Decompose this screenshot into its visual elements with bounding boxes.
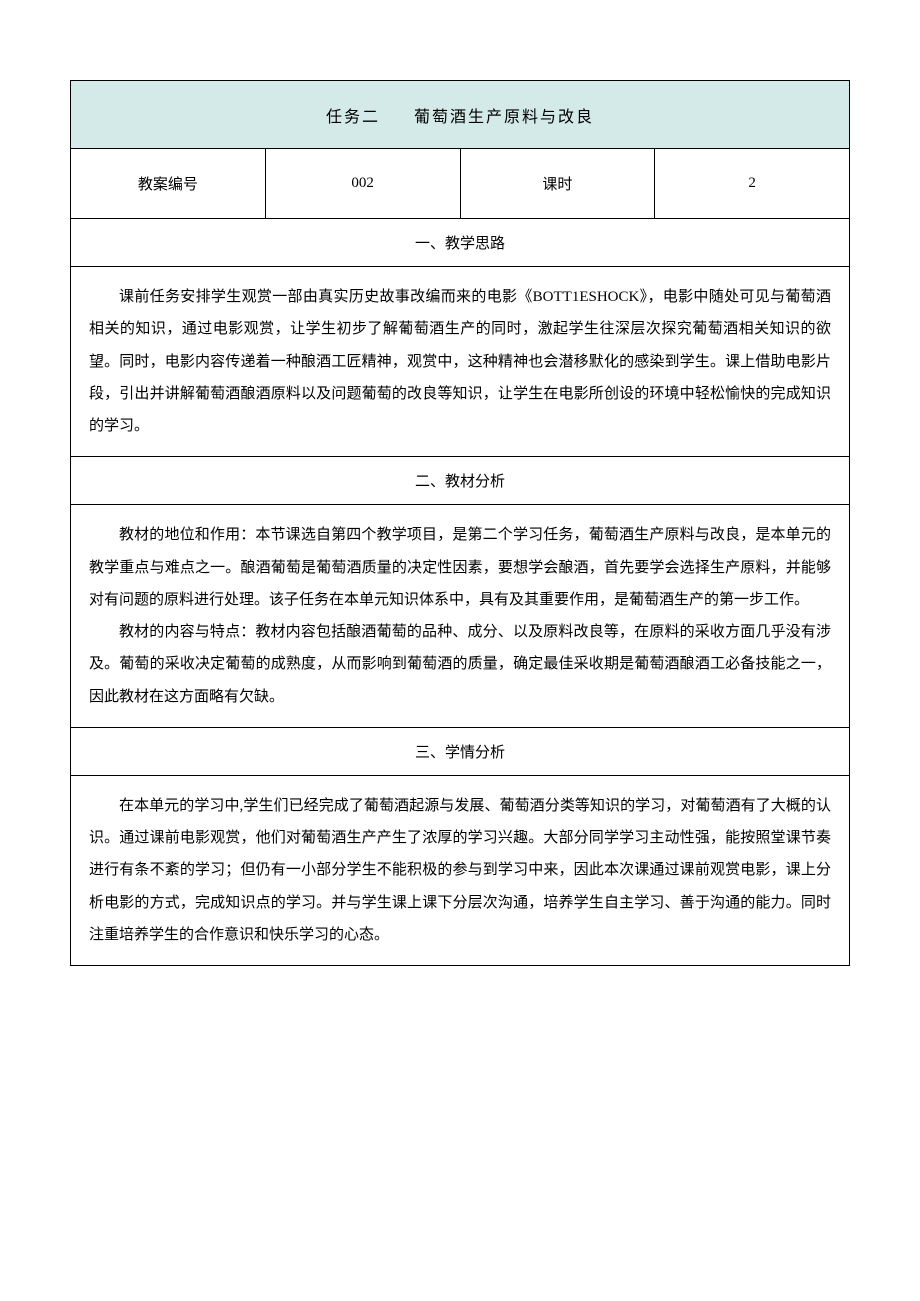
task-label: 任务二 bbox=[326, 103, 380, 127]
section-2-content-row: 教材的地位和作用：本节课选自第四个教学项目，是第二个学习任务，葡萄酒生产原料与改… bbox=[71, 505, 850, 728]
meta-row: 教案编号 002 课时 2 bbox=[71, 149, 850, 219]
section-3-header: 三、学情分析 bbox=[71, 727, 850, 775]
section-3-content: 在本单元的学习中,学生们已经完成了葡萄酒起源与发展、葡萄酒分类等知识的学习，对葡… bbox=[71, 775, 850, 965]
section-2-p2: 教材的内容与特点：教材内容包括酿酒葡萄的品种、成分、以及原料改良等，在原料的采收… bbox=[89, 616, 831, 713]
lesson-plan-table: 任务二 葡萄酒生产原料与改良 教案编号 002 课时 2 一、教学思路 课前任务… bbox=[70, 80, 850, 966]
section-1-header: 一、教学思路 bbox=[71, 219, 850, 267]
section-2-content: 教材的地位和作用：本节课选自第四个教学项目，是第二个学习任务，葡萄酒生产原料与改… bbox=[71, 505, 850, 728]
plan-id-value: 002 bbox=[265, 149, 460, 219]
section-3-content-row: 在本单元的学习中,学生们已经完成了葡萄酒起源与发展、葡萄酒分类等知识的学习，对葡… bbox=[71, 775, 850, 965]
hours-value: 2 bbox=[655, 149, 850, 219]
title-row: 任务二 葡萄酒生产原料与改良 bbox=[71, 81, 850, 149]
section-1-content: 课前任务安排学生观赏一部由真实历史故事改编而来的电影《BOTT1ESHOCK》，… bbox=[71, 267, 850, 457]
hours-label: 课时 bbox=[460, 149, 655, 219]
plan-id-label: 教案编号 bbox=[71, 149, 266, 219]
section-2-header-row: 二、教材分析 bbox=[71, 457, 850, 505]
section-1-p1: 课前任务安排学生观赏一部由真实历史故事改编而来的电影《BOTT1ESHOCK》，… bbox=[89, 281, 831, 442]
task-name: 葡萄酒生产原料与改良 bbox=[414, 109, 594, 126]
section-2-header: 二、教材分析 bbox=[71, 457, 850, 505]
section-1-content-row: 课前任务安排学生观赏一部由真实历史故事改编而来的电影《BOTT1ESHOCK》，… bbox=[71, 267, 850, 457]
section-1-header-row: 一、教学思路 bbox=[71, 219, 850, 267]
section-3-p1: 在本单元的学习中,学生们已经完成了葡萄酒起源与发展、葡萄酒分类等知识的学习，对葡… bbox=[89, 790, 831, 951]
title-cell: 任务二 葡萄酒生产原料与改良 bbox=[71, 81, 850, 149]
section-3-header-row: 三、学情分析 bbox=[71, 727, 850, 775]
section-2-p1: 教材的地位和作用：本节课选自第四个教学项目，是第二个学习任务，葡萄酒生产原料与改… bbox=[89, 519, 831, 616]
